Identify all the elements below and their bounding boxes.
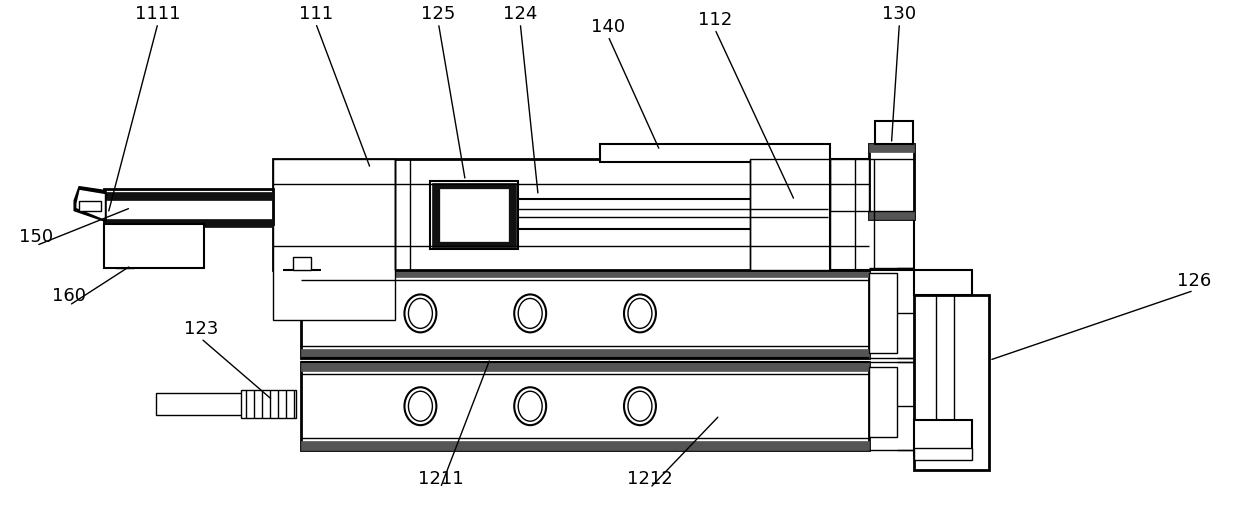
Bar <box>914 448 973 460</box>
Bar <box>301 269 870 277</box>
Bar <box>830 159 914 271</box>
Text: 140: 140 <box>591 18 626 36</box>
Text: 123: 123 <box>183 320 218 338</box>
Text: 160: 160 <box>52 287 87 305</box>
Bar <box>440 189 508 240</box>
Ellipse shape <box>404 387 436 425</box>
Text: 111: 111 <box>299 5 333 23</box>
Ellipse shape <box>624 387 655 425</box>
Bar <box>870 367 897 437</box>
Bar <box>301 363 870 371</box>
Ellipse shape <box>518 299 543 329</box>
Bar <box>750 159 830 271</box>
Bar <box>914 420 973 455</box>
Text: 124: 124 <box>503 5 538 23</box>
Ellipse shape <box>628 391 652 421</box>
Ellipse shape <box>409 391 432 421</box>
Bar <box>301 269 870 358</box>
Bar <box>240 390 296 418</box>
Bar <box>914 296 989 470</box>
Bar <box>79 201 102 210</box>
Bar <box>104 224 204 269</box>
Bar <box>273 159 870 271</box>
Text: 1111: 1111 <box>135 5 181 23</box>
Bar <box>870 210 914 219</box>
Bar <box>104 219 273 227</box>
Bar <box>292 257 311 271</box>
Ellipse shape <box>514 295 546 333</box>
Ellipse shape <box>624 295 655 333</box>
Bar <box>430 180 518 248</box>
Bar <box>301 363 870 450</box>
Bar <box>600 144 830 162</box>
Polygon shape <box>74 187 107 222</box>
Bar <box>104 189 273 224</box>
Ellipse shape <box>409 299 432 329</box>
Ellipse shape <box>514 387 546 425</box>
Bar <box>273 159 395 320</box>
Text: 150: 150 <box>19 228 53 245</box>
Ellipse shape <box>628 299 652 329</box>
Bar <box>870 144 914 219</box>
Text: 130: 130 <box>882 5 917 23</box>
Bar <box>432 183 517 246</box>
Polygon shape <box>77 191 104 219</box>
Bar <box>301 349 870 358</box>
Text: 126: 126 <box>1177 272 1211 291</box>
Text: 1212: 1212 <box>627 470 673 488</box>
Bar <box>518 199 828 229</box>
Ellipse shape <box>404 295 436 333</box>
Text: 112: 112 <box>698 11 732 29</box>
Bar <box>156 393 276 415</box>
Bar <box>870 144 914 152</box>
Ellipse shape <box>518 391 543 421</box>
Bar <box>104 192 273 200</box>
Bar <box>830 159 870 210</box>
Text: 125: 125 <box>421 5 456 23</box>
Bar <box>914 271 973 296</box>
Bar <box>301 441 870 450</box>
Text: 1211: 1211 <box>418 470 463 488</box>
Bar <box>870 273 897 353</box>
Bar <box>876 121 913 144</box>
